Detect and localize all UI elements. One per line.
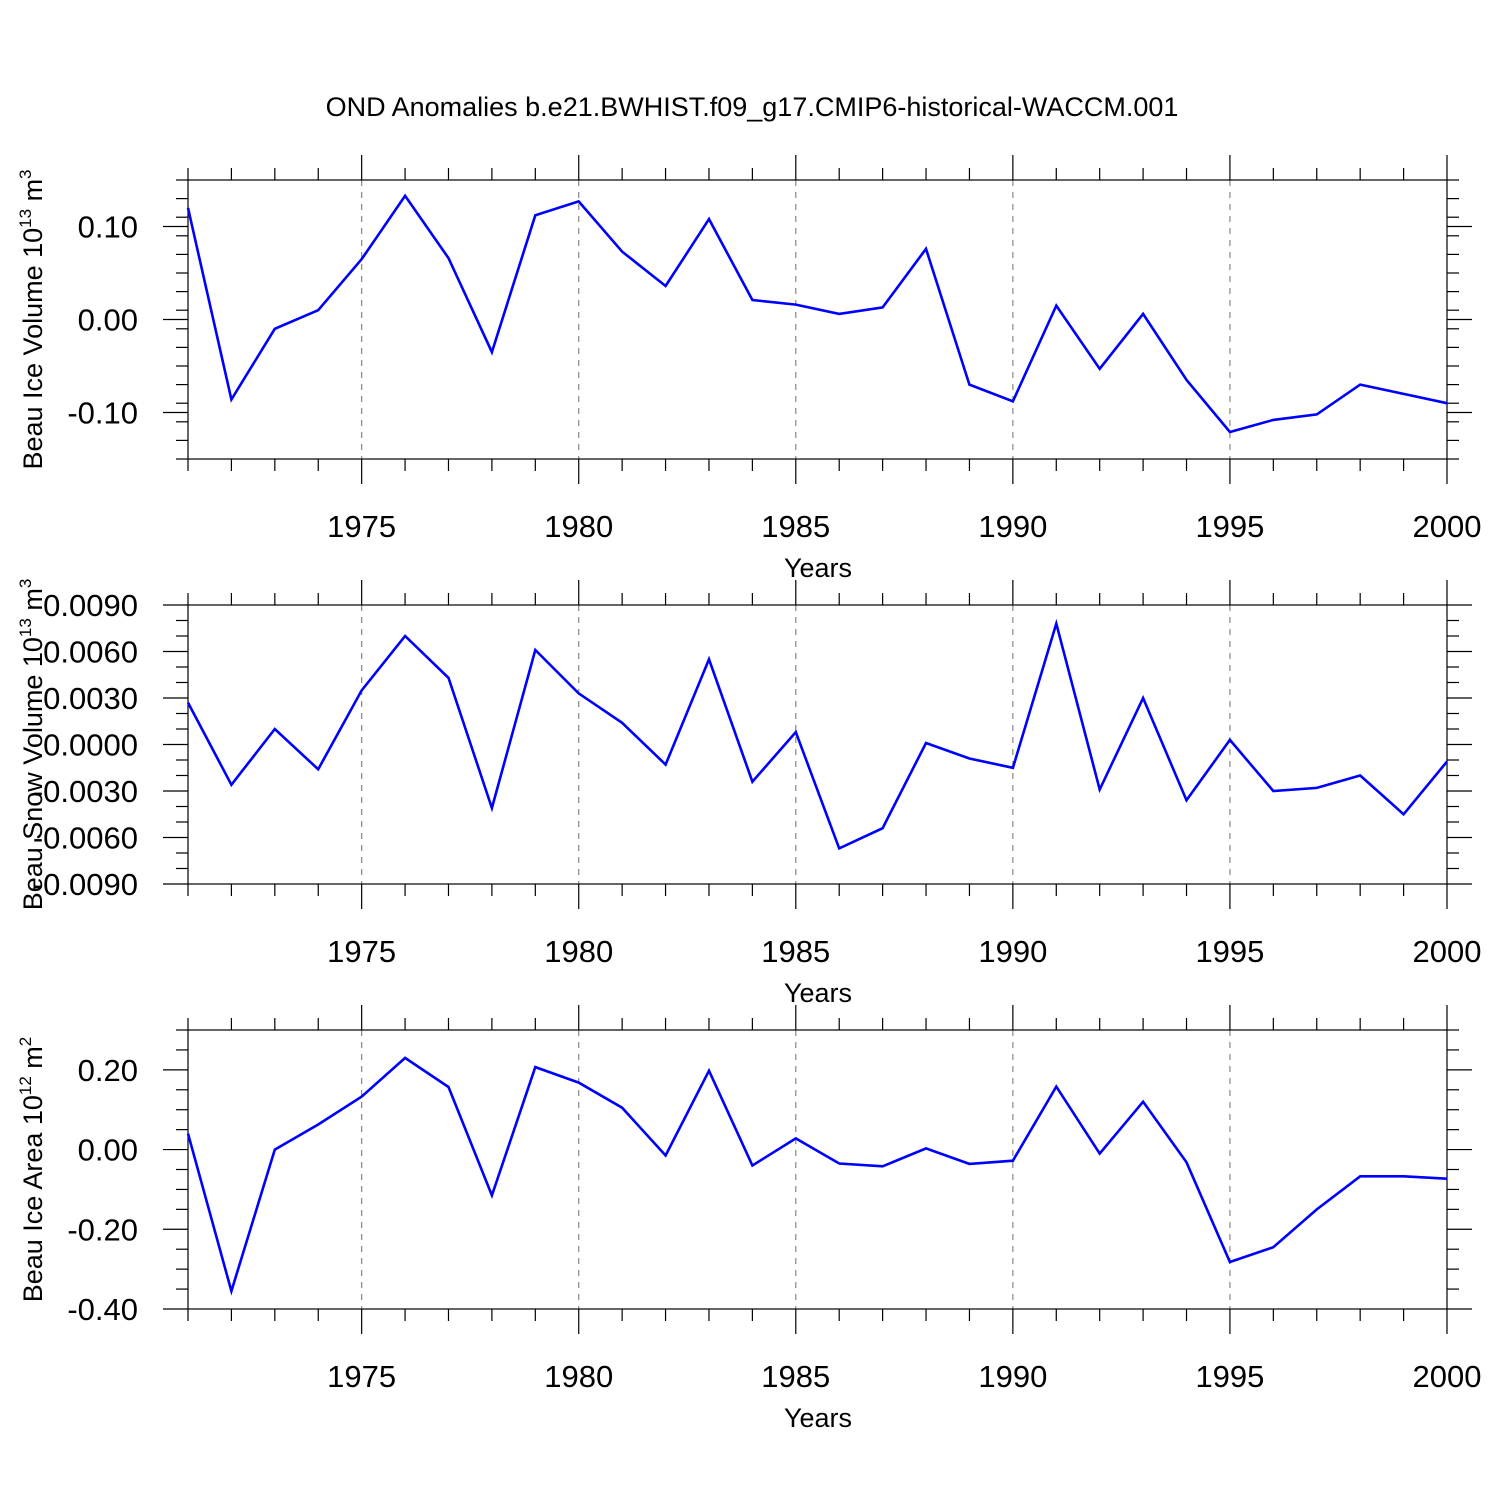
plot-frame xyxy=(187,604,1448,885)
series-line xyxy=(186,1056,1448,1296)
panel-1: 0.10 0.00 -0.10 1975 1980 1985 1990 1995 2000 Yea… xyxy=(16,155,1481,583)
x-tick-label: 1975 xyxy=(327,509,396,544)
y-tick-label: -0.0060 xyxy=(33,821,138,856)
y-axis-title-superscript: 13 xyxy=(16,209,35,228)
y-axis-title-text: m xyxy=(18,179,48,209)
chart-title: OND Anomalies b.e21.BWHIST.f09_g17.CMIP6… xyxy=(326,92,1179,122)
x-tick-label: 1980 xyxy=(544,1359,613,1394)
y-axis-title: Beau Ice Volume 1013 m3 xyxy=(16,169,48,469)
y-axis-title-text: Beau Snow Volume 10 xyxy=(18,637,48,910)
x-tick-label: 2000 xyxy=(1413,934,1482,969)
x-axis-title: Years xyxy=(784,1403,852,1433)
x-tick-label: 1990 xyxy=(978,509,1047,544)
x-tick-label: 1990 xyxy=(978,934,1047,969)
y-axis-title-text: m xyxy=(18,588,48,618)
x-axis-title: Years xyxy=(784,978,852,1008)
plot-frame xyxy=(187,179,1448,460)
y-tick-label: -0.0090 xyxy=(33,867,138,902)
y-axis-title-superscript: 12 xyxy=(16,1076,35,1095)
y-axis-title-superscript: 13 xyxy=(16,618,35,637)
x-tick-label: 2000 xyxy=(1413,509,1482,544)
x-tick-label: 1980 xyxy=(544,934,613,969)
y-axis-title: Beau Ice Area 1012 m2 xyxy=(16,1037,48,1303)
y-tick-label: -0.20 xyxy=(67,1212,138,1247)
panel-3: 0.20 0.00 -0.20 -0.40 1975 1980 1985 1990 1995 20… xyxy=(16,1005,1481,1433)
y-tick-label: -0.0030 xyxy=(33,774,138,809)
x-tick-label: 1995 xyxy=(1195,934,1264,969)
y-axis-title-superscript: 3 xyxy=(16,579,35,588)
y-tick-label: 0.00 xyxy=(78,303,138,338)
x-tick-label: 1980 xyxy=(544,509,613,544)
y-tick-label: 0.0090 xyxy=(43,588,138,623)
x-tick-label: 1985 xyxy=(761,934,830,969)
plot-frame xyxy=(187,1029,1448,1310)
y-tick-label: 0.0060 xyxy=(43,635,138,670)
y-tick-label: 0.0030 xyxy=(43,681,138,716)
x-tick-label: 1995 xyxy=(1195,1359,1264,1394)
panel-2: 0.0090 0.0060 0.0030 0.0000 -0.0030 -0.0060 -0… xyxy=(16,579,1481,1008)
series-line xyxy=(186,618,1449,851)
series-line xyxy=(186,193,1448,434)
y-axis-title-text: Beau Ice Volume 10 xyxy=(18,228,48,470)
y-tick-label: 0.20 xyxy=(78,1053,138,1088)
y-tick-label: 0.00 xyxy=(78,1133,138,1168)
x-tick-label: 1995 xyxy=(1195,509,1264,544)
y-axis-title-text: m xyxy=(18,1046,48,1076)
y-tick-label: 0.0000 xyxy=(43,728,138,763)
y-axis-title-superscript: 3 xyxy=(16,169,35,178)
x-axis-title: Years xyxy=(784,553,852,583)
y-axis-title-text: Beau Ice Area 10 xyxy=(18,1095,48,1302)
y-axis-title: Beau Snow Volume 1013 m3 xyxy=(16,579,48,911)
y-tick-label: -0.40 xyxy=(67,1292,138,1327)
x-tick-label: 1985 xyxy=(761,1359,830,1394)
y-tick-label: 0.10 xyxy=(78,210,138,245)
x-tick-label: 1990 xyxy=(978,1359,1047,1394)
y-axis-title-superscript: 2 xyxy=(16,1037,35,1046)
x-tick-label: 1975 xyxy=(327,934,396,969)
x-tick-label: 1975 xyxy=(327,1359,396,1394)
x-tick-label: 2000 xyxy=(1413,1359,1482,1394)
y-tick-label: -0.10 xyxy=(67,396,138,431)
x-tick-label: 1985 xyxy=(761,509,830,544)
